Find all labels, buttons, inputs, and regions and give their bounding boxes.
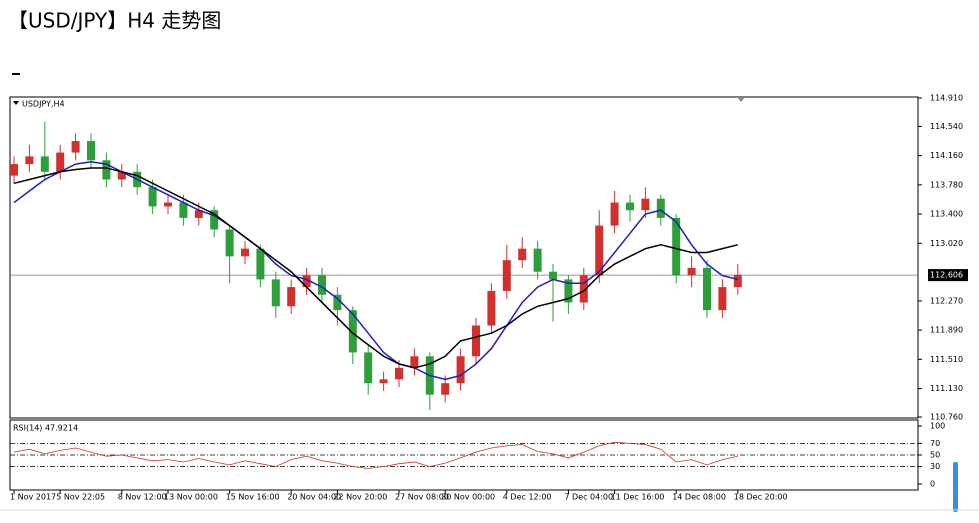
candle-body xyxy=(71,141,80,153)
candle-body xyxy=(456,356,465,384)
x-tick-label: 18 Dec 20:00 xyxy=(734,493,788,502)
x-tick-label: 1 Nov 2017 xyxy=(10,493,56,502)
rsi-label: RSI(14) 47.9214 xyxy=(13,424,78,433)
candle-body xyxy=(256,248,265,280)
x-tick-label: 20 Nov 04:00 xyxy=(287,493,341,502)
candle-body xyxy=(333,294,342,311)
candle-body xyxy=(656,198,665,218)
x-tick-label: 4 Dec 12:00 xyxy=(503,493,552,502)
dash xyxy=(12,73,20,75)
rsi-tick-label: 0 xyxy=(930,480,935,489)
candle-body xyxy=(487,290,496,326)
x-tick-label: 14 Dec 08:00 xyxy=(672,493,726,502)
candle-body xyxy=(379,379,388,384)
x-tick-label: 30 Nov 00:00 xyxy=(441,493,495,502)
y-tick-label: 113.400 xyxy=(930,210,963,219)
y-tick-label: 111.890 xyxy=(930,326,963,335)
current-price-box xyxy=(928,269,968,282)
candle-body xyxy=(549,271,557,280)
y-tick-label: 112.270 xyxy=(930,296,963,305)
candle-body xyxy=(472,325,480,357)
x-tick-label: 15 Nov 16:00 xyxy=(226,493,280,502)
candle-body xyxy=(302,275,311,288)
current-price-label: 112.606 xyxy=(930,271,963,280)
candle-body xyxy=(410,356,419,368)
candle-body xyxy=(225,229,234,257)
y-tick-label: 111.130 xyxy=(930,384,963,393)
y-tick-label: 113.780 xyxy=(930,180,963,189)
x-tick-label: 22 Nov 20:00 xyxy=(333,493,387,502)
y-tick-label: 114.910 xyxy=(930,94,963,103)
page-title: 【USD/JPY】H4 走势图 xyxy=(8,9,221,33)
candle-body xyxy=(533,248,542,272)
candle-body xyxy=(441,383,450,395)
y-tick-label: 114.160 xyxy=(930,151,963,160)
rsi-tick-label: 30 xyxy=(930,462,940,471)
scroll-indicator xyxy=(953,462,958,512)
candle-body xyxy=(564,279,573,303)
candle-body xyxy=(703,267,711,311)
x-tick-label: 7 Dec 04:00 xyxy=(564,493,613,502)
x-tick-label: 5 Nov 22:05 xyxy=(56,493,105,502)
moving-average xyxy=(13,167,738,369)
rsi-tick-label: 50 xyxy=(930,451,940,460)
rsi-line xyxy=(13,441,738,469)
candle-body xyxy=(179,202,188,218)
candle-body xyxy=(102,160,111,180)
candle-body xyxy=(518,248,527,261)
candle-body xyxy=(318,275,326,295)
candle-body xyxy=(595,225,604,276)
symbol-label: USDJPY,H4 xyxy=(22,100,65,109)
y-tick-label: 110.760 xyxy=(930,413,963,422)
candle-body xyxy=(395,367,403,380)
candle-body xyxy=(25,156,34,165)
candle-body xyxy=(641,198,650,211)
candle-body xyxy=(210,210,219,230)
candle-body xyxy=(271,279,280,307)
candle-body xyxy=(610,202,619,226)
x-tick-label: 11 Dec 16:00 xyxy=(611,493,665,502)
candle-body xyxy=(718,287,727,311)
candle-body xyxy=(348,310,357,353)
candle-body xyxy=(672,217,681,276)
candle-body xyxy=(687,267,696,276)
candle-body xyxy=(148,187,157,207)
x-tick-label: 13 Nov 00:00 xyxy=(164,493,218,502)
candle-body xyxy=(40,156,49,172)
candle-body xyxy=(502,260,511,291)
x-tick-label: 27 Nov 08:00 xyxy=(395,493,449,502)
candle-body xyxy=(164,202,172,207)
shift-marker xyxy=(737,97,745,102)
candle-body xyxy=(287,287,296,307)
candle-body xyxy=(10,164,18,176)
symbol-arrow xyxy=(13,101,19,105)
y-tick-label: 113.020 xyxy=(930,239,963,248)
candle-body xyxy=(733,274,742,288)
candle-body xyxy=(241,248,249,257)
x-tick-label: 8 Nov 12:00 xyxy=(118,493,167,502)
y-tick-label: 114.540 xyxy=(930,122,963,131)
candle-body xyxy=(194,210,203,218)
candle-body xyxy=(117,171,126,180)
candle-body xyxy=(364,352,373,384)
rsi-tick-label: 100 xyxy=(930,422,945,431)
y-tick-label: 111.510 xyxy=(930,355,963,364)
candle-body xyxy=(579,275,588,303)
rsi-tick-label: 70 xyxy=(930,439,940,448)
candle-body xyxy=(56,152,65,172)
moving-average xyxy=(13,161,738,381)
candle-body xyxy=(87,141,95,161)
candle-body xyxy=(626,202,634,211)
main-panel xyxy=(9,96,919,419)
